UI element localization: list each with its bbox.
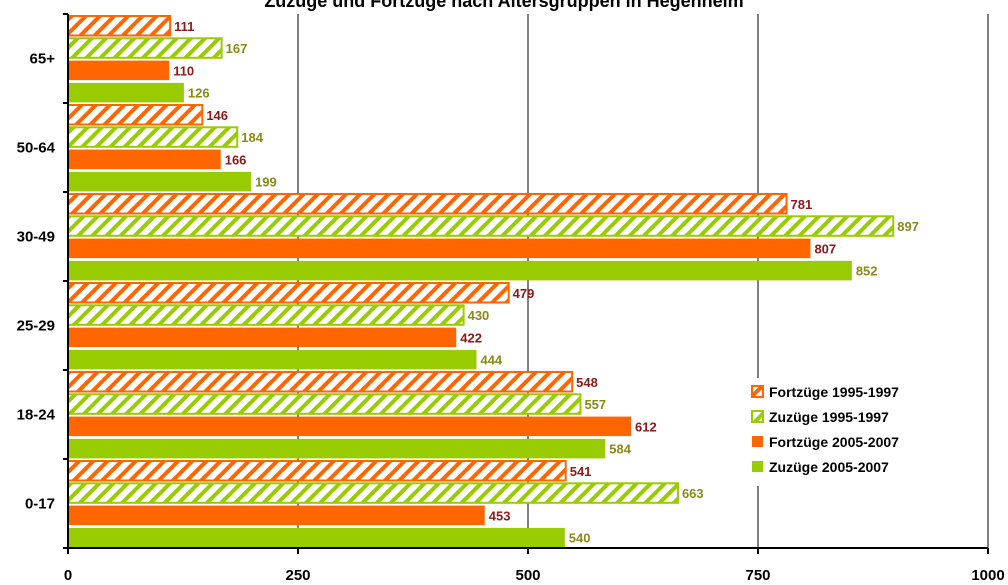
legend: Fortzüge 1995-1997 Zuzüge 1995-1997 Fortzü… bbox=[746, 378, 951, 486]
data-label: 184 bbox=[241, 130, 263, 145]
bar bbox=[68, 327, 457, 348]
legend-background bbox=[746, 378, 951, 486]
bar bbox=[67, 215, 895, 237]
data-label: 548 bbox=[576, 375, 598, 390]
legend-label: Fortzüge 2005-2007 bbox=[769, 434, 899, 450]
x-tick-label: 500 bbox=[515, 567, 540, 584]
data-label: 166 bbox=[225, 152, 247, 167]
data-label: 781 bbox=[791, 197, 813, 212]
data-label: 111 bbox=[174, 19, 194, 34]
bar bbox=[68, 60, 170, 81]
data-label: 199 bbox=[255, 175, 277, 190]
bar bbox=[67, 393, 582, 415]
bar bbox=[67, 460, 567, 482]
bar bbox=[67, 37, 223, 59]
x-tick-label: 750 bbox=[745, 567, 770, 584]
data-label: 807 bbox=[814, 241, 836, 256]
bar bbox=[67, 193, 788, 215]
data-label: 479 bbox=[513, 286, 535, 301]
data-label: 430 bbox=[468, 308, 490, 323]
data-label: 126 bbox=[188, 86, 210, 101]
data-label: 584 bbox=[609, 442, 631, 457]
category-label: 18-24 bbox=[17, 407, 56, 424]
bar bbox=[67, 482, 679, 504]
bar bbox=[67, 304, 465, 326]
category-label: 0-17 bbox=[25, 496, 55, 513]
bar bbox=[67, 371, 574, 393]
data-label: 453 bbox=[489, 508, 511, 523]
legend-swatch bbox=[751, 385, 764, 398]
data-labels: 111 167 110 126 146 184 166 199 781 897 807 852 479 4… bbox=[173, 19, 919, 546]
bar bbox=[68, 238, 811, 259]
legend-swatch bbox=[751, 410, 764, 423]
data-label: 663 bbox=[682, 486, 704, 501]
bar bbox=[68, 527, 565, 548]
bar bbox=[67, 282, 510, 304]
data-label: 167 bbox=[226, 41, 248, 56]
x-tick-label: 250 bbox=[285, 567, 310, 584]
data-label: 422 bbox=[460, 330, 482, 345]
data-label: 540 bbox=[569, 531, 591, 546]
category-label: 65+ bbox=[30, 51, 56, 68]
bar bbox=[68, 438, 606, 459]
bar bbox=[68, 416, 632, 437]
x-tick-label: 0 bbox=[64, 567, 72, 584]
x-tick-label: 1000 bbox=[971, 567, 1004, 584]
legend-label: Fortzüge 1995-1997 bbox=[769, 384, 899, 400]
bar bbox=[68, 149, 221, 170]
legend-swatch bbox=[752, 461, 763, 472]
category-label: 30-49 bbox=[17, 229, 55, 246]
data-label: 557 bbox=[584, 397, 606, 412]
category-label: 50-64 bbox=[17, 140, 56, 157]
data-label: 444 bbox=[480, 353, 502, 368]
chart-title: Zuzüge und Fortzüge nach Altersgruppen i… bbox=[264, 0, 744, 11]
bar bbox=[67, 15, 172, 37]
data-label: 541 bbox=[570, 464, 592, 479]
bar bbox=[68, 82, 184, 103]
data-label: 146 bbox=[206, 108, 228, 123]
data-label: 897 bbox=[897, 219, 919, 234]
data-label: 852 bbox=[856, 264, 878, 279]
legend-swatch bbox=[752, 436, 763, 447]
bar bbox=[68, 349, 477, 370]
bars bbox=[67, 15, 895, 548]
bar bbox=[68, 505, 485, 526]
bar bbox=[68, 171, 252, 192]
bar bbox=[67, 104, 204, 126]
data-label: 110 bbox=[173, 63, 194, 78]
bar bbox=[67, 126, 239, 148]
legend-label: Zuzüge 2005-2007 bbox=[769, 459, 889, 475]
data-label: 612 bbox=[635, 419, 657, 434]
legend-label: Zuzüge 1995-1997 bbox=[769, 409, 889, 425]
category-label: 25-29 bbox=[17, 318, 55, 335]
bar bbox=[68, 260, 852, 281]
axes: 0 250 500 750 1000 65+ 50-64 30-49 25-29 18-24 0-1… bbox=[17, 13, 1005, 584]
